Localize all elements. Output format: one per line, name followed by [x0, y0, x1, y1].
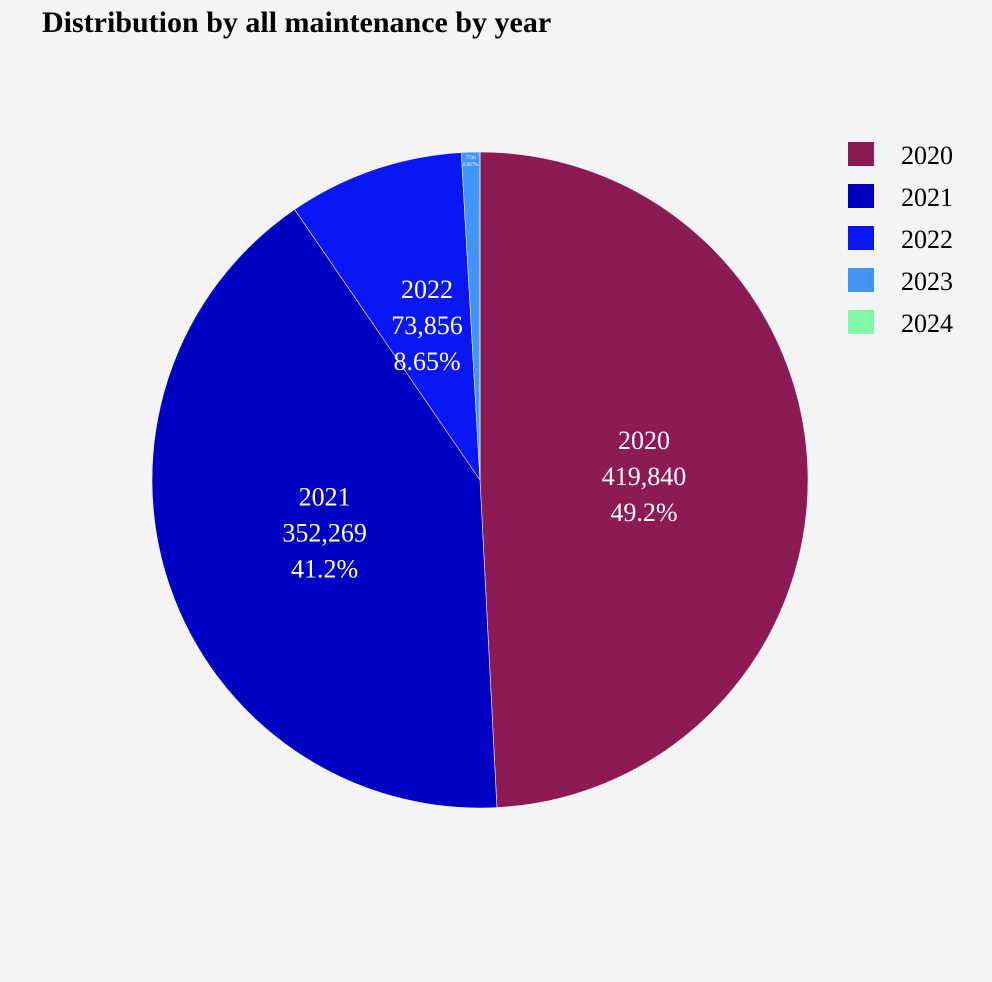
slice-label-2020: 2020 419,840 49.2% — [602, 426, 687, 527]
chart-title: Distribution by all maintenance by year — [42, 6, 552, 39]
slice-percent-label: 41.2% — [291, 555, 358, 584]
legend-item-2020[interactable]: 2020 — [848, 133, 953, 175]
slice-value-label: 73,856 — [391, 311, 463, 340]
slice-value-label: 352,269 — [282, 519, 367, 548]
legend-item-2022[interactable]: 2022 — [848, 217, 953, 259]
legend-item-2023[interactable]: 2023 — [848, 259, 953, 301]
slice-label-2022: 2022 73,856 8.65% — [391, 275, 463, 376]
slice-category-label: 2020 — [618, 426, 670, 455]
legend-swatch — [848, 184, 874, 208]
pie-slice-2020[interactable] — [479, 151, 809, 808]
slice-label-2021: 2021 352,269 41.2% — [282, 483, 367, 584]
pie-slice-2022[interactable] — [294, 152, 481, 482]
legend-label: 2023 — [901, 267, 953, 296]
legend-label: 2020 — [901, 141, 953, 170]
pie-slice-2021[interactable] — [151, 208, 498, 809]
legend-swatch — [848, 310, 874, 334]
legend-label: 2024 — [901, 309, 953, 338]
legend[interactable]: 2020 2021 2022 2023 2024 — [848, 133, 953, 343]
slice-category-label: 2021 — [299, 483, 351, 512]
slice-value-label: 7730 — [466, 156, 477, 161]
legend-item-2024[interactable]: 2024 — [848, 301, 953, 343]
slice-category-label: 2023 — [466, 149, 477, 154]
legend-swatch — [848, 142, 874, 166]
legend-swatch — [848, 268, 874, 292]
slice-label-2023: 2023 7730 0.907% — [463, 149, 478, 168]
slice-value-label: 419,840 — [602, 462, 687, 491]
legend-label: 2021 — [901, 183, 953, 212]
slice-percent-label: 8.65% — [393, 347, 460, 376]
legend-label: 2022 — [901, 225, 953, 254]
slice-percent-label: 0.907% — [463, 163, 478, 168]
slice-category-label: 2022 — [401, 275, 453, 304]
legend-swatch — [848, 226, 874, 250]
legend-item-2021[interactable]: 2021 — [848, 175, 953, 217]
slice-percent-label: 49.2% — [610, 498, 677, 527]
